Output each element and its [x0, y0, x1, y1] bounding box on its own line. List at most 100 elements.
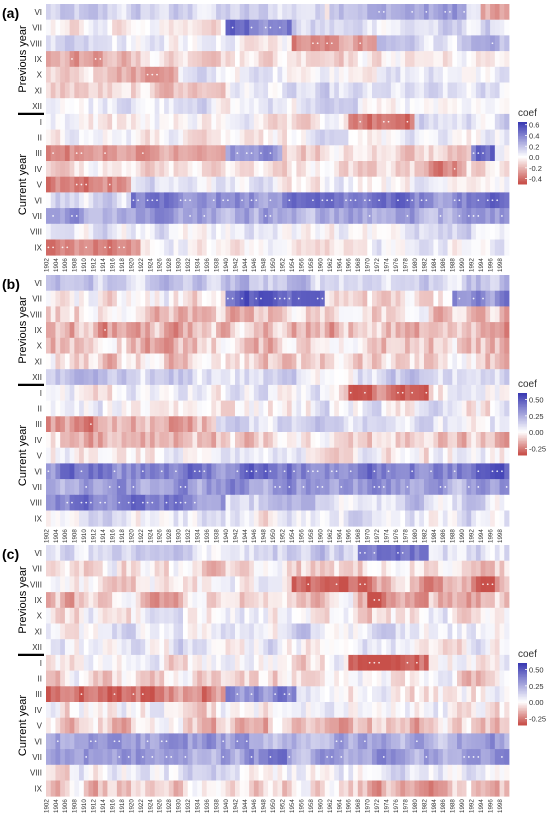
heatmap-cell [452, 208, 458, 225]
heatmap-cell [135, 145, 141, 162]
heatmap-cell [60, 623, 66, 640]
heatmap-cell [192, 369, 198, 386]
heatmap-cell [485, 35, 491, 52]
heatmap-cell [357, 275, 363, 292]
heatmap-cell [55, 19, 61, 36]
legend-title: coef [518, 108, 537, 119]
heatmap-cell [140, 510, 146, 527]
x-tick-label: 1972 [374, 258, 381, 272]
heatmap-cell [239, 113, 245, 130]
legend-tick-label: 0.00 [529, 428, 544, 437]
heatmap-cell [296, 306, 302, 323]
heatmap-cell [249, 353, 255, 370]
significance-dot [406, 661, 409, 664]
heatmap-cell [121, 670, 127, 687]
heatmap-cell [338, 353, 345, 370]
heatmap-cell [88, 192, 94, 209]
heatmap-cell [357, 4, 363, 21]
heatmap-cell [178, 749, 184, 766]
heatmap-cell [93, 4, 99, 21]
heatmap-cell [135, 479, 141, 496]
heatmap-cell [187, 400, 193, 417]
heatmap-cell [116, 560, 122, 577]
heatmap-cell [485, 702, 491, 719]
heatmap-cell [107, 400, 113, 417]
heatmap-cell [343, 51, 349, 68]
heatmap-cell [126, 353, 132, 370]
significance-dot [123, 246, 125, 249]
heatmap-cell [494, 290, 500, 307]
heatmap-cell [263, 223, 269, 240]
heatmap-cell [60, 733, 66, 750]
legend-swatch [518, 159, 527, 162]
heatmap-cell [461, 733, 467, 750]
heatmap-cell [149, 145, 156, 162]
heatmap-cell [225, 494, 231, 511]
heatmap-cell [338, 306, 345, 323]
heatmap-cell [386, 98, 392, 115]
heatmap-cell [55, 717, 61, 734]
heatmap-cell [239, 98, 245, 115]
heatmap-cell [187, 51, 193, 68]
heatmap-cell [216, 82, 222, 99]
heatmap-cell [272, 322, 278, 339]
significance-dot [203, 470, 206, 473]
x-tick-label: 1986 [440, 529, 447, 543]
x-tick-label: 1920 [128, 258, 135, 272]
heatmap-cell [447, 35, 453, 52]
heatmap-cell [135, 369, 141, 386]
heatmap-cell [258, 702, 264, 719]
heatmap-cell [268, 4, 274, 21]
heatmap-cell [286, 161, 293, 178]
heatmap-cell [197, 494, 203, 511]
heatmap-cell [343, 479, 349, 496]
heatmap-cell [216, 337, 222, 354]
heatmap-cell [286, 670, 293, 687]
heatmap-cell [343, 322, 349, 339]
heatmap-cell [343, 576, 349, 593]
heatmap-cell [116, 337, 122, 354]
heatmap-cell [494, 702, 500, 719]
heatmap-cell [201, 545, 208, 562]
heatmap-cell [414, 639, 420, 656]
heatmap-cell [211, 447, 217, 464]
heatmap-cell [390, 113, 397, 130]
heatmap-cell [135, 176, 141, 193]
heatmap-cell [230, 239, 236, 256]
heatmap-cell [60, 337, 66, 354]
heatmap-cell [480, 208, 486, 225]
heatmap-cell [305, 337, 311, 354]
heatmap-cell [135, 733, 141, 750]
heatmap-cell [206, 717, 212, 734]
significance-dot [85, 183, 88, 186]
heatmap-cell [197, 353, 203, 370]
heatmap-cell [258, 686, 264, 703]
heatmap-cell [282, 192, 288, 209]
heatmap-cell [371, 306, 378, 323]
heatmap-cell [187, 337, 193, 354]
heatmap-cell [471, 322, 477, 339]
heatmap-cell [173, 98, 179, 115]
legend-tick-label: -0.2 [529, 164, 542, 173]
heatmap-cell [211, 400, 217, 417]
heatmap-cell [381, 400, 387, 417]
heatmap-cell [121, 208, 127, 225]
heatmap-cell [64, 176, 71, 193]
heatmap-cell [126, 51, 132, 68]
heatmap-cell [268, 353, 274, 370]
heatmap-cell [159, 592, 165, 609]
heatmap-cell [93, 322, 99, 339]
heatmap-cell [225, 113, 231, 130]
heatmap-cell [79, 337, 85, 354]
heatmap-cell [201, 239, 208, 256]
heatmap-cell [381, 208, 387, 225]
heatmap-cell [499, 717, 505, 734]
heatmap-cell [97, 400, 104, 417]
significance-dot [496, 470, 499, 473]
heatmap-cell [428, 494, 434, 511]
heatmap-cell [353, 510, 359, 527]
heatmap-cell [60, 113, 66, 130]
heatmap-cell [423, 353, 430, 370]
heatmap-cell [433, 416, 439, 433]
heatmap-cell [423, 129, 430, 146]
